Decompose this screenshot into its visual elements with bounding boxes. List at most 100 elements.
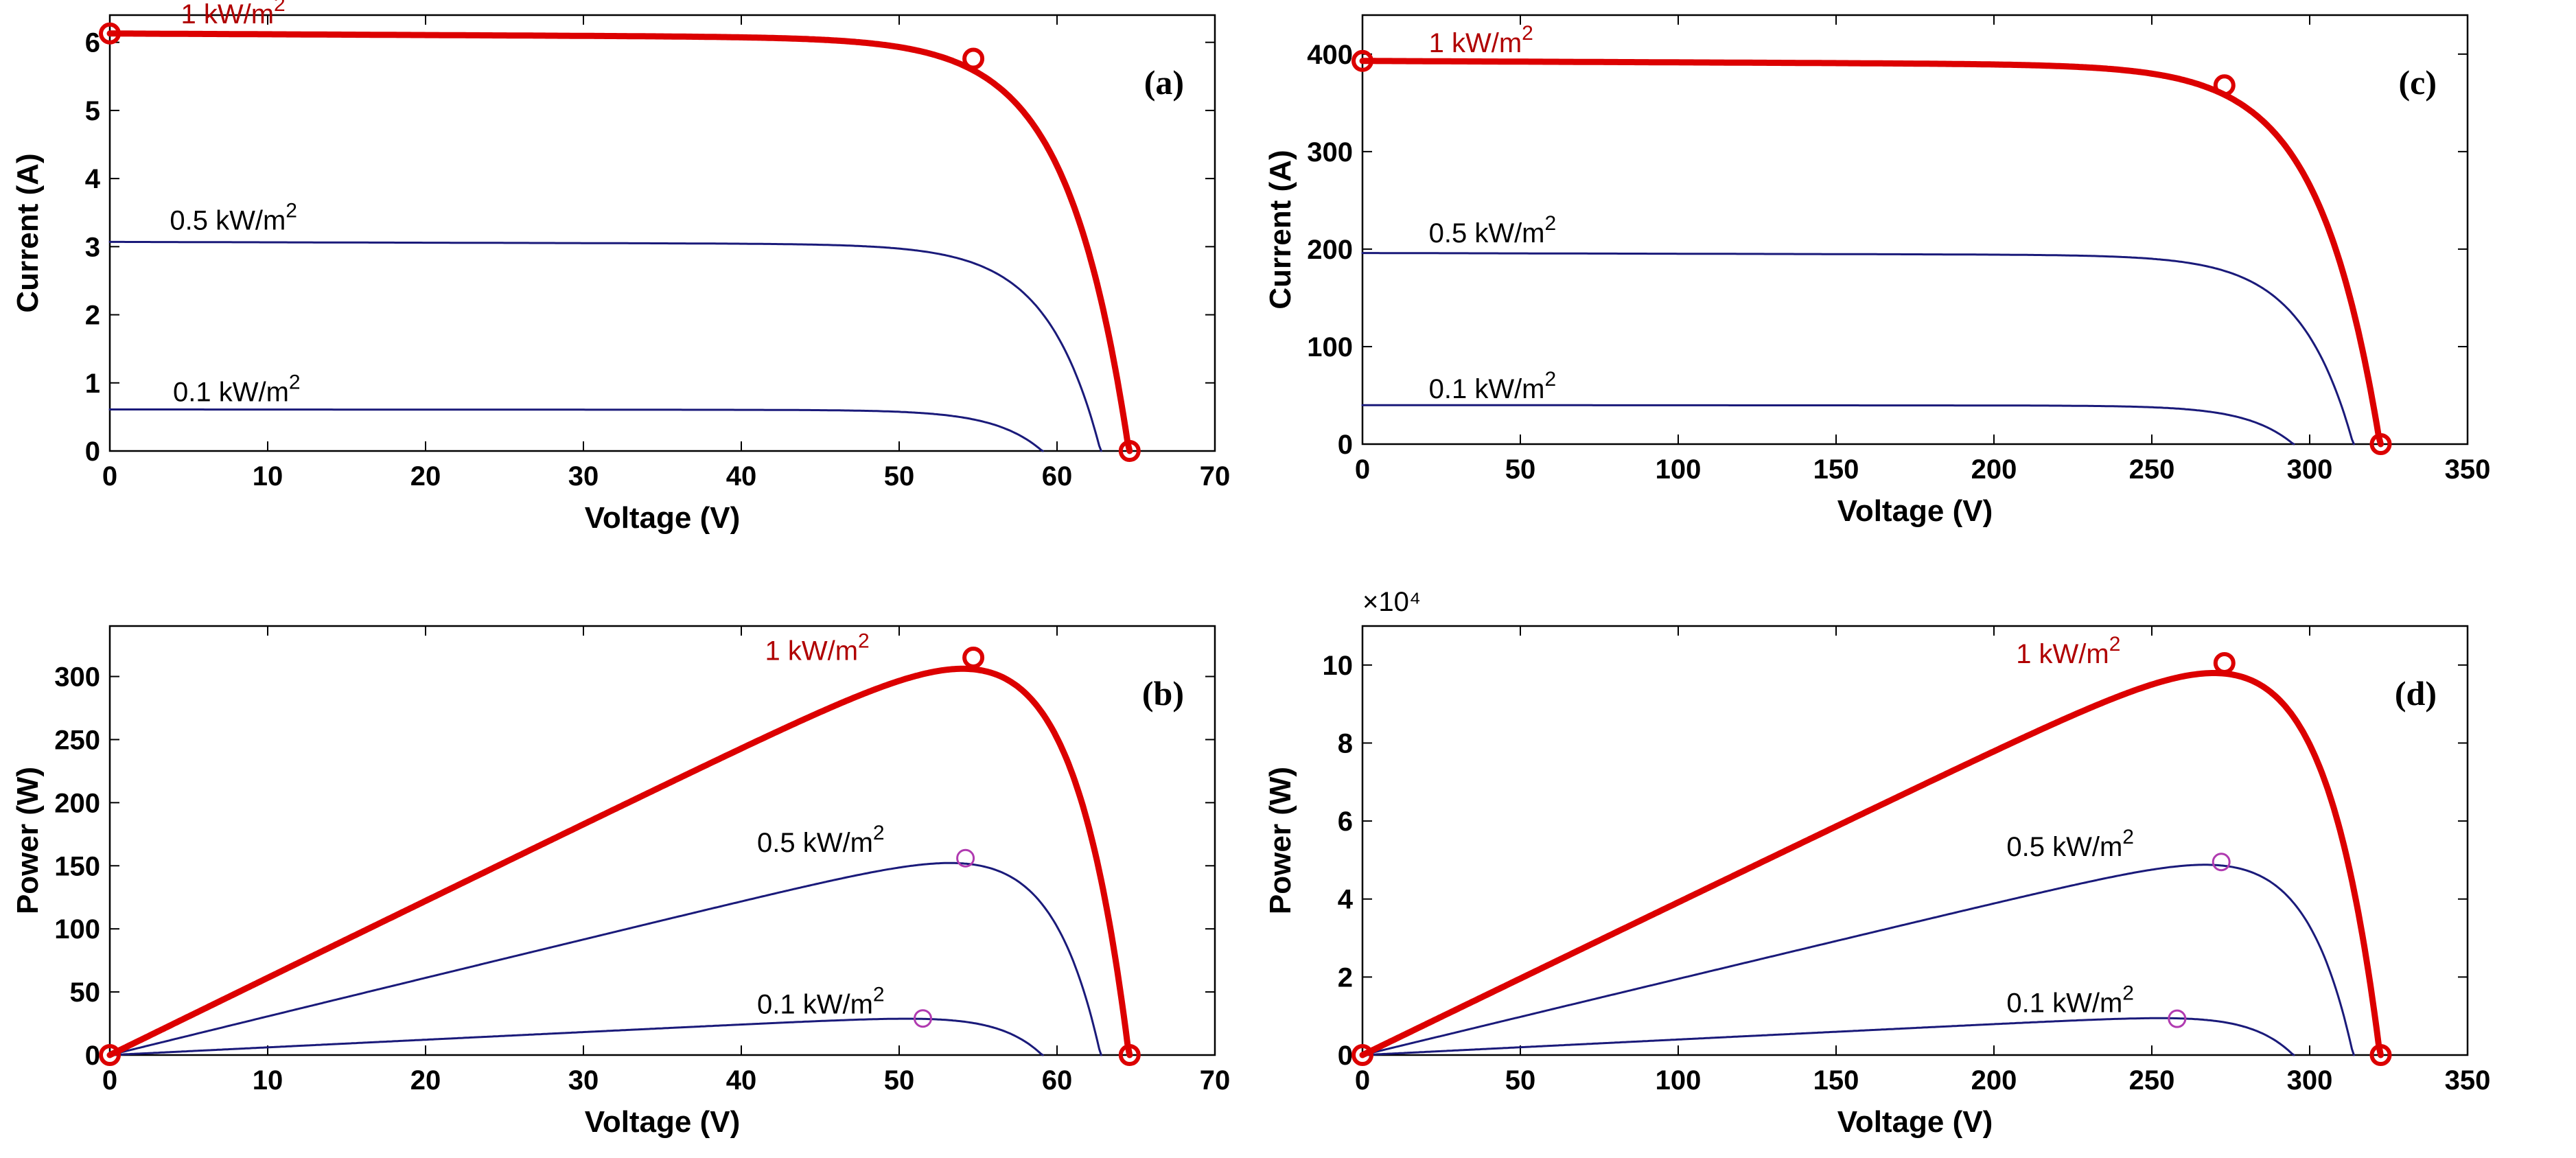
y-tick-label: 300 <box>54 662 100 693</box>
panel-c: 0 50 100 150 200 250 300 350 0 100 200 300 400 Voltag… <box>1264 14 2491 528</box>
series-line <box>108 240 1102 452</box>
x-tick-label: 10 <box>253 1065 283 1096</box>
y-tick-label: 6 <box>85 28 100 58</box>
x-tick-label: 150 <box>1813 1065 1859 1096</box>
panel-a: 0 10 20 30 40 50 60 70 0 1 2 3 4 5 6 Voltage (V) Current… <box>11 0 1230 535</box>
series-marker <box>1118 440 1141 462</box>
series-marker <box>2369 1044 2392 1066</box>
plot-area <box>108 14 1216 452</box>
x-tick-label: 60 <box>1042 1065 1073 1096</box>
series-label-text: 1 kW/m <box>2016 639 2109 669</box>
x-tick-label: 350 <box>2445 1065 2491 1096</box>
x-tick-label: 70 <box>1200 1065 1231 1096</box>
series-label-text: 0.1 kW/m <box>173 378 289 408</box>
x-axis-title: Voltage (V) <box>1837 494 1993 528</box>
panel-b: 0 10 20 30 40 50 60 70 0 50 100 150 200 250 300 Voltage… <box>11 625 1231 1139</box>
y-tick-label: 100 <box>54 914 100 945</box>
x-axis-title: Voltage (V) <box>1837 1105 1993 1139</box>
x-tick-label: 50 <box>884 461 915 491</box>
series-line <box>1361 1017 2295 1056</box>
series-label: 0.5 kW/m2 <box>1429 212 1557 248</box>
x-tick-label: 250 <box>2129 1065 2175 1096</box>
y-axis-title: Power (W) <box>1264 767 1297 914</box>
panel-label: (b) <box>1142 674 1184 713</box>
y-tick-label: 5 <box>85 96 100 126</box>
y-tick-label: 300 <box>1307 137 1353 167</box>
x-tick-label: 40 <box>726 461 757 491</box>
series-label-superscript: 2 <box>1545 212 1557 235</box>
series-label-superscript: 2 <box>274 0 286 16</box>
x-tick-label: 350 <box>2445 454 2491 485</box>
series-line <box>1361 404 2295 445</box>
x-axis-title: Voltage (V) <box>585 1105 741 1139</box>
series-label-superscript: 2 <box>2122 982 2134 1005</box>
y-tick-label: 250 <box>54 725 100 755</box>
x-tick-label: 0 <box>102 1065 117 1096</box>
x-tick-label: 0 <box>1355 1065 1370 1096</box>
x-tick-label: 30 <box>568 1065 599 1096</box>
series-marker <box>2213 74 2236 97</box>
series-label: 0.5 kW/m2 <box>757 822 885 858</box>
x-tick-label: 50 <box>884 1065 915 1096</box>
x-tick-label: 250 <box>2129 454 2175 485</box>
series-label-text: 1 kW/m <box>765 636 859 667</box>
plot-area <box>1361 14 2469 445</box>
series-line <box>1361 864 2355 1056</box>
y-tick-label: 10 <box>1323 651 1354 681</box>
series-line <box>1359 58 2384 448</box>
series-label: 0.1 kW/m2 <box>1429 368 1557 404</box>
series-label-superscript: 2 <box>1522 22 1533 45</box>
series-line <box>108 408 1044 452</box>
x-tick-label: 150 <box>1813 454 1859 485</box>
series-label: 0.1 kW/m2 <box>757 983 885 1019</box>
y-tick-label: 0 <box>85 437 100 467</box>
series-marker <box>914 1009 932 1028</box>
y-tick-label: 150 <box>54 851 100 881</box>
series-label-superscript: 2 <box>2109 633 2121 656</box>
y-tick-label: 1 <box>85 369 100 399</box>
x-tick-label: 50 <box>1505 454 1536 485</box>
y-axis-title: Current (A) <box>11 153 45 312</box>
x-tick-label: 50 <box>1505 1065 1536 1096</box>
series-label-superscript: 2 <box>873 822 885 844</box>
series-marker <box>2212 853 2231 872</box>
y-tick-label: 0 <box>1338 430 1353 460</box>
series-label-superscript: 2 <box>286 200 297 222</box>
series-marker <box>956 848 975 868</box>
panel-label: (c) <box>2399 63 2437 102</box>
x-tick-label: 200 <box>1971 454 2017 485</box>
series-label-text: 0.5 kW/m <box>170 206 286 236</box>
series-line <box>106 665 1133 1058</box>
series-marker <box>1351 49 1373 72</box>
series-marker <box>1351 1044 1373 1066</box>
plot-area <box>108 625 1216 1056</box>
series-label-superscript: 2 <box>2122 826 2134 848</box>
x-tick-label: 20 <box>410 461 441 491</box>
y-tick-label: 4 <box>85 164 101 194</box>
x-tick-label: 100 <box>1656 1065 1702 1096</box>
y-tick-label: 200 <box>1307 235 1353 265</box>
series-marker <box>99 22 121 45</box>
panel-label: (d) <box>2395 674 2437 713</box>
x-tick-label: 100 <box>1656 454 1702 485</box>
plot-area <box>1361 625 2469 1056</box>
y-axis-exponent: ×10⁴ <box>1362 587 1421 617</box>
y-tick-label: 400 <box>1307 40 1353 70</box>
y-axis-title: Power (W) <box>11 767 45 914</box>
y-tick-label: 2 <box>85 301 100 331</box>
series-line <box>1359 670 2384 1058</box>
series-label: 0.5 kW/m2 <box>170 200 297 236</box>
panel-label: (a) <box>1144 63 1184 102</box>
series-label-text: 0.5 kW/m <box>757 828 873 858</box>
x-tick-label: 40 <box>726 1065 757 1096</box>
x-tick-label: 20 <box>410 1065 441 1096</box>
x-tick-label: 0 <box>102 461 117 491</box>
series-label-text: 1 kW/m <box>1429 28 1522 58</box>
x-tick-label: 10 <box>253 461 283 491</box>
series-marker <box>962 646 985 669</box>
series-label-superscript: 2 <box>858 630 870 653</box>
series-label: 1 kW/m2 <box>2016 633 2120 669</box>
series-label: 0.1 kW/m2 <box>2006 982 2134 1019</box>
series-label-text: 0.5 kW/m <box>2006 832 2122 862</box>
series-label-text: 0.1 kW/m <box>1429 374 1545 404</box>
